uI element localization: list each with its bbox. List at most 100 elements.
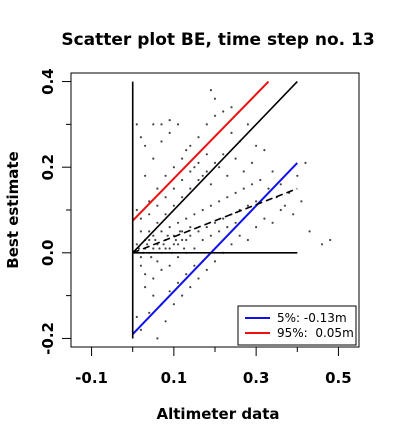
scatter-point-110: [205, 153, 208, 156]
line-series-group: [131, 80, 299, 339]
scatter-point-108: [234, 221, 237, 224]
scatter-point-153: [181, 230, 184, 233]
scatter-point-167: [183, 247, 186, 250]
scatter-point-137: [246, 238, 249, 242]
scatter-point-15: [197, 230, 200, 233]
scatter-point-84: [160, 123, 163, 126]
scatter-point-114: [172, 187, 175, 190]
scatter-point-0: [135, 243, 138, 246]
scatter-point-14: [193, 213, 196, 216]
scatter-point-35: [181, 157, 184, 160]
scatter-point-53: [144, 174, 147, 177]
scatter-point-50: [148, 311, 151, 314]
scatter-point-87: [156, 221, 159, 224]
scatter-point-96: [139, 264, 142, 267]
scatter-point-113: [181, 178, 184, 182]
scatter-point-59: [193, 166, 196, 169]
scatter-point-128: [172, 303, 175, 306]
series-line-1: [131, 80, 270, 222]
scatter-point-99: [160, 268, 163, 271]
scatter-point-136: [238, 234, 241, 237]
scatter-point-37: [197, 136, 200, 139]
scatter-point-155: [189, 226, 192, 229]
scatter-point-166: [178, 230, 182, 233]
y-tick-label-1: 0.0: [39, 240, 57, 267]
scatter-point-115: [164, 196, 167, 199]
y-axis: -0.2 0.0 0.2 0.4: [39, 68, 71, 355]
scatter-point-64: [234, 157, 237, 160]
scatter-point-7: [164, 247, 167, 250]
scatter-point-94: [213, 161, 217, 164]
scatter-point-24: [234, 191, 237, 194]
scatter-point-140: [271, 221, 274, 224]
scatter-point-70: [283, 204, 286, 207]
x-tick-label-1: 0.1: [161, 369, 188, 387]
scatter-point-1: [139, 256, 142, 259]
scatter-point-135: [230, 243, 233, 246]
scatter-point-72: [263, 149, 266, 152]
scatter-point-9: [172, 243, 175, 246]
scatter-point-131: [197, 277, 200, 280]
scatter-point-143: [304, 161, 307, 164]
scatter-point-95: [222, 153, 225, 156]
scatter-point-132: [205, 268, 208, 271]
scatter-point-51: [156, 337, 159, 340]
series-line-0: [131, 162, 299, 335]
y-tick-label-2: 0.2: [39, 154, 57, 181]
legend-label-1: 95%: 0.05m: [277, 326, 354, 340]
scatter-point-93: [205, 170, 208, 173]
scatter-point-43: [168, 290, 171, 293]
scatter-point-48: [135, 315, 138, 319]
scatter-point-133: [213, 260, 217, 263]
series-line-2: [132, 81, 298, 254]
y-tick-label-3: 0.4: [39, 68, 57, 95]
scatter-points-group: [135, 89, 332, 340]
scatter-point-4: [152, 234, 155, 237]
scatter-point-97: [144, 273, 147, 276]
scatter-point-16: [201, 208, 204, 212]
scatter-point-79: [329, 238, 332, 242]
scatter-point-129: [181, 294, 184, 297]
x-tick-label-0: -0.1: [75, 369, 108, 387]
scatter-point-45: [185, 273, 188, 276]
scatter-point-158: [146, 243, 149, 246]
scatter-point-27: [246, 204, 249, 207]
scatter-point-56: [168, 131, 171, 134]
scatter-point-90: [181, 196, 184, 199]
scatter-point-89: [172, 204, 175, 207]
scatter-point-20: [218, 200, 221, 203]
scatter-point-8: [168, 226, 171, 229]
scatter-point-57: [176, 123, 180, 126]
scatter-point-46: [193, 264, 196, 267]
scatter-point-41: [152, 294, 155, 297]
scatter-point-118: [139, 230, 142, 233]
scatter-point-18: [209, 204, 212, 207]
scatter-point-111: [197, 161, 200, 164]
scatter-point-105: [209, 234, 212, 237]
scatter-point-54: [152, 157, 155, 160]
scatter-point-22: [226, 196, 229, 199]
scatter-point-76: [300, 200, 303, 203]
scatter-point-68: [267, 187, 270, 190]
scatter-point-52: [164, 320, 167, 323]
scatter-point-71: [292, 213, 295, 216]
y-axis-label: Best estimate: [4, 151, 22, 268]
scatter-point-120: [213, 97, 217, 100]
scatter-point-32: [156, 187, 159, 190]
scatter-point-73: [271, 170, 274, 173]
scatter-point-86: [148, 230, 151, 233]
scatter-point-74: [279, 183, 282, 186]
scatter-point-150: [168, 247, 171, 250]
scatter-point-67: [259, 178, 262, 182]
scatter-point-17: [205, 226, 208, 229]
scatter-point-107: [226, 226, 229, 229]
scatter-point-80: [135, 123, 138, 126]
scatter-point-101: [176, 256, 180, 259]
scatter-point-13: [189, 234, 192, 237]
scatter-point-21: [222, 217, 225, 220]
scatter-point-125: [255, 144, 258, 147]
scatter-point-127: [209, 89, 212, 92]
scatter-point-62: [218, 166, 221, 169]
scatter-point-10: [176, 221, 180, 224]
scatter-point-66: [250, 161, 254, 164]
